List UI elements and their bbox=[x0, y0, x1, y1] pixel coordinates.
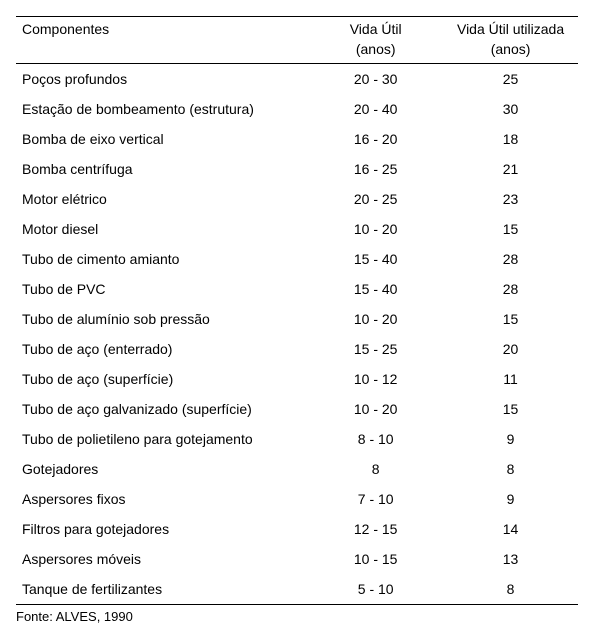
cell-componente: Aspersores fixos bbox=[16, 484, 308, 514]
cell-vida-util: 12 - 15 bbox=[308, 514, 443, 544]
source-label: Fonte: ALVES, 1990 bbox=[16, 605, 578, 624]
table-row: Tubo de aço (enterrado)15 - 2520 bbox=[16, 334, 578, 364]
cell-vida-util-utilizada: 23 bbox=[443, 184, 578, 214]
table-row: Estação de bombeamento (estrutura)20 - 4… bbox=[16, 94, 578, 124]
subheader-anos-2: (anos) bbox=[443, 39, 578, 64]
cell-vida-util-utilizada: 28 bbox=[443, 244, 578, 274]
cell-vida-util: 20 - 30 bbox=[308, 64, 443, 95]
cell-componente: Tanque de fertilizantes bbox=[16, 574, 308, 605]
cell-vida-util: 15 - 40 bbox=[308, 274, 443, 304]
vida-util-table: Componentes Vida Útil Vida Útil utilizad… bbox=[16, 16, 578, 605]
cell-componente: Tubo de PVC bbox=[16, 274, 308, 304]
cell-vida-util-utilizada: 15 bbox=[443, 214, 578, 244]
cell-componente: Aspersores móveis bbox=[16, 544, 308, 574]
cell-vida-util: 20 - 25 bbox=[308, 184, 443, 214]
cell-vida-util-utilizada: 9 bbox=[443, 484, 578, 514]
table-row: Motor elétrico20 - 2523 bbox=[16, 184, 578, 214]
table-row: Gotejadores88 bbox=[16, 454, 578, 484]
cell-vida-util-utilizada: 15 bbox=[443, 304, 578, 334]
cell-vida-util: 10 - 20 bbox=[308, 214, 443, 244]
table-row: Tanque de fertilizantes5 - 108 bbox=[16, 574, 578, 605]
cell-vida-util: 10 - 12 bbox=[308, 364, 443, 394]
table-header: Componentes Vida Útil Vida Útil utilizad… bbox=[16, 17, 578, 64]
cell-vida-util: 8 - 10 bbox=[308, 424, 443, 454]
header-vida-util-utilizada: Vida Útil utilizada bbox=[443, 17, 578, 40]
header-row: Componentes Vida Útil Vida Útil utilizad… bbox=[16, 17, 578, 40]
cell-componente: Tubo de aço (enterrado) bbox=[16, 334, 308, 364]
cell-vida-util-utilizada: 15 bbox=[443, 394, 578, 424]
cell-vida-util-utilizada: 20 bbox=[443, 334, 578, 364]
cell-vida-util: 16 - 25 bbox=[308, 154, 443, 184]
cell-vida-util: 15 - 25 bbox=[308, 334, 443, 364]
cell-vida-util-utilizada: 8 bbox=[443, 454, 578, 484]
cell-vida-util-utilizada: 18 bbox=[443, 124, 578, 154]
cell-vida-util: 5 - 10 bbox=[308, 574, 443, 605]
table-row: Motor diesel10 - 2015 bbox=[16, 214, 578, 244]
cell-componente: Filtros para gotejadores bbox=[16, 514, 308, 544]
cell-componente: Tubo de cimento amianto bbox=[16, 244, 308, 274]
table-row: Tubo de PVC15 - 4028 bbox=[16, 274, 578, 304]
subheader-anos-1: (anos) bbox=[308, 39, 443, 64]
table-row: Tubo de aço (superfície)10 - 1211 bbox=[16, 364, 578, 394]
cell-componente: Tubo de aço (superfície) bbox=[16, 364, 308, 394]
cell-vida-util: 15 - 40 bbox=[308, 244, 443, 274]
cell-componente: Poços profundos bbox=[16, 64, 308, 95]
cell-vida-util-utilizada: 30 bbox=[443, 94, 578, 124]
cell-vida-util: 10 - 20 bbox=[308, 304, 443, 334]
cell-componente: Motor diesel bbox=[16, 214, 308, 244]
table-row: Aspersores móveis10 - 1513 bbox=[16, 544, 578, 574]
table-row: Filtros para gotejadores12 - 1514 bbox=[16, 514, 578, 544]
cell-vida-util-utilizada: 14 bbox=[443, 514, 578, 544]
cell-vida-util: 7 - 10 bbox=[308, 484, 443, 514]
cell-vida-util-utilizada: 8 bbox=[443, 574, 578, 605]
cell-componente: Tubo de alumínio sob pressão bbox=[16, 304, 308, 334]
cell-vida-util: 10 - 20 bbox=[308, 394, 443, 424]
table-body: Poços profundos20 - 3025Estação de bombe… bbox=[16, 64, 578, 605]
cell-componente: Estação de bombeamento (estrutura) bbox=[16, 94, 308, 124]
table-row: Poços profundos20 - 3025 bbox=[16, 64, 578, 95]
header-vida-util: Vida Útil bbox=[308, 17, 443, 40]
table-row: Aspersores fixos7 - 109 bbox=[16, 484, 578, 514]
cell-vida-util: 10 - 15 bbox=[308, 544, 443, 574]
cell-componente: Tubo de aço galvanizado (superfície) bbox=[16, 394, 308, 424]
table-row: Tubo de aço galvanizado (superfície)10 -… bbox=[16, 394, 578, 424]
cell-vida-util-utilizada: 28 bbox=[443, 274, 578, 304]
table-row: Bomba de eixo vertical16 - 2018 bbox=[16, 124, 578, 154]
subheader-empty bbox=[16, 39, 308, 64]
table-row: Bomba centrífuga16 - 2521 bbox=[16, 154, 578, 184]
cell-vida-util: 20 - 40 bbox=[308, 94, 443, 124]
table-row: Tubo de alumínio sob pressão10 - 2015 bbox=[16, 304, 578, 334]
cell-componente: Tubo de polietileno para gotejamento bbox=[16, 424, 308, 454]
table-row: Tubo de polietileno para gotejamento8 - … bbox=[16, 424, 578, 454]
cell-vida-util-utilizada: 13 bbox=[443, 544, 578, 574]
cell-componente: Gotejadores bbox=[16, 454, 308, 484]
cell-vida-util-utilizada: 9 bbox=[443, 424, 578, 454]
table-row: Tubo de cimento amianto15 - 4028 bbox=[16, 244, 578, 274]
cell-vida-util: 16 - 20 bbox=[308, 124, 443, 154]
subheader-row: (anos) (anos) bbox=[16, 39, 578, 64]
cell-vida-util-utilizada: 21 bbox=[443, 154, 578, 184]
cell-vida-util-utilizada: 11 bbox=[443, 364, 578, 394]
cell-vida-util: 8 bbox=[308, 454, 443, 484]
cell-vida-util-utilizada: 25 bbox=[443, 64, 578, 95]
cell-componente: Bomba de eixo vertical bbox=[16, 124, 308, 154]
cell-componente: Bomba centrífuga bbox=[16, 154, 308, 184]
cell-componente: Motor elétrico bbox=[16, 184, 308, 214]
header-componentes: Componentes bbox=[16, 17, 308, 40]
